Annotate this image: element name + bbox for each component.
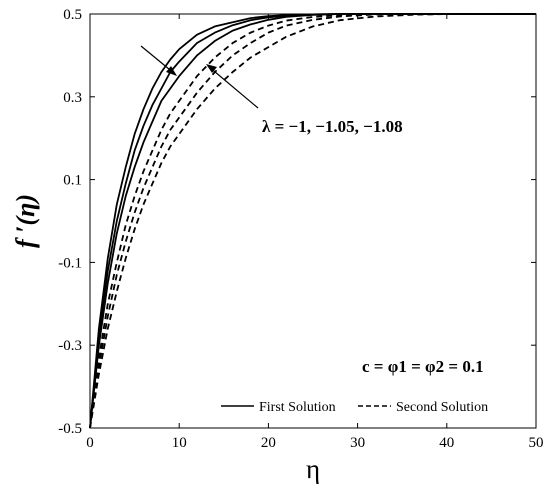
series-group xyxy=(89,13,536,429)
y-tick-label: -0.5 xyxy=(58,421,82,437)
lambda-annotation: λ = −1, −1.05, −1.08 xyxy=(262,117,403,136)
x-tick-label: 10 xyxy=(172,435,187,451)
x-tick-label: 30 xyxy=(350,435,365,451)
ticks: 0 10 20 30 40 50 -0.5 -0.3 -0.1 0.1 0.3 0.5 xyxy=(58,7,543,451)
y-tick-label: 0.1 xyxy=(63,173,82,189)
second-solution-line-3 xyxy=(89,13,536,429)
second-solution-line-2 xyxy=(89,13,536,429)
params-annotation: c = φ1 = φ2 = 0.1 xyxy=(362,357,484,376)
x-tick-label: 20 xyxy=(261,435,276,451)
x-tick-label: 0 xyxy=(86,435,94,451)
y-tick-label: 0.3 xyxy=(63,90,82,106)
y-tick-label: -0.1 xyxy=(58,255,82,271)
y-axis-label: f ′(η) xyxy=(11,194,40,248)
legend: First Solution Second Solution xyxy=(221,400,488,415)
x-tick-label: 50 xyxy=(529,435,544,451)
y-tick-label: 0.5 xyxy=(63,7,82,23)
x-axis-label: η xyxy=(306,454,320,484)
y-tick-label: -0.3 xyxy=(58,338,82,354)
legend-label-second: Second Solution xyxy=(396,400,488,415)
x-tick-label: 40 xyxy=(439,435,454,451)
legend-label-first: First Solution xyxy=(259,400,336,415)
annotation-arrowhead-lower xyxy=(206,64,217,73)
annotation-arrow-lower xyxy=(207,65,259,109)
annotation-arrowhead-upper xyxy=(166,66,177,76)
